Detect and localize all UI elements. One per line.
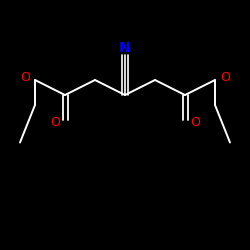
Text: O: O bbox=[220, 71, 230, 84]
Text: O: O bbox=[20, 71, 30, 84]
Text: N: N bbox=[119, 40, 131, 54]
Text: O: O bbox=[190, 116, 200, 129]
Text: O: O bbox=[50, 116, 60, 129]
